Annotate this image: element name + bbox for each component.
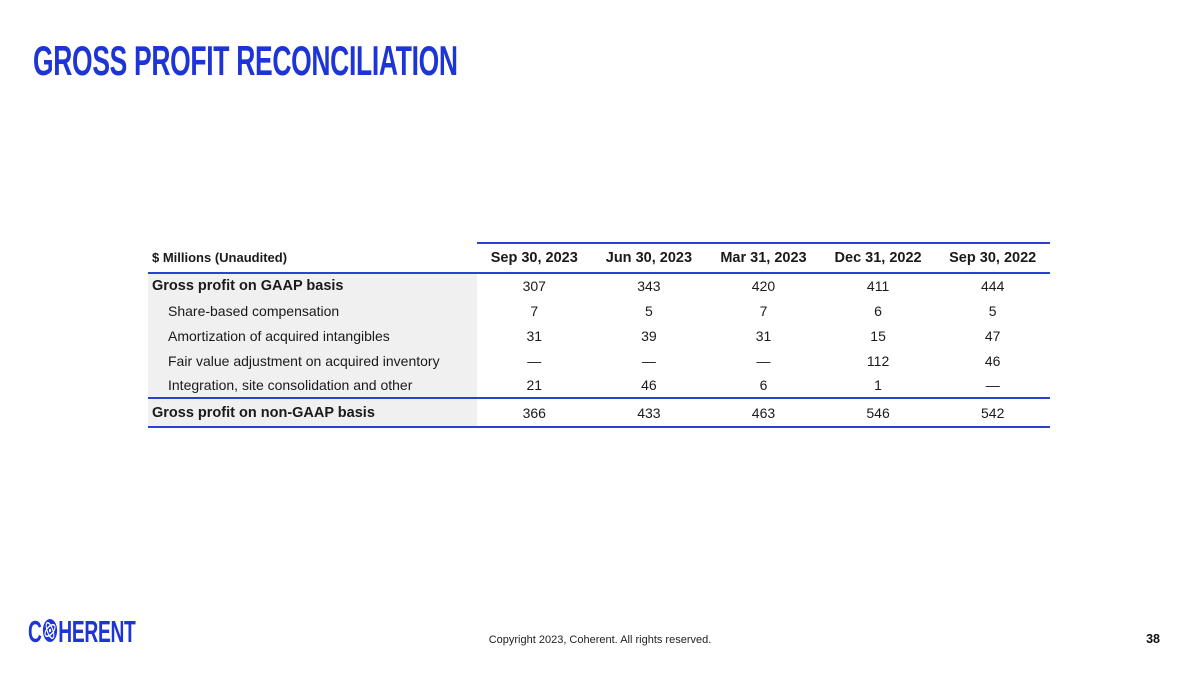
data-cell: — (527, 352, 542, 369)
logo-text-c: C (28, 614, 42, 649)
data-cell: 433 (591, 398, 707, 428)
table-row-fair-value-adjustment: Fair value adjustment on acquired invent… (148, 348, 1050, 373)
row-label: Gross profit on non-GAAP basis (148, 398, 477, 428)
row-label: Share-based compensation (148, 298, 477, 323)
row-label: Amortization of acquired intangibles (148, 323, 477, 348)
table-row-share-based-compensation: Share-based compensation 7 5 7 6 5 (148, 298, 1050, 323)
column-header-sep-30-2023: Sep 30, 2023 (477, 242, 592, 274)
data-cell: 1 (820, 373, 936, 399)
data-cell: 343 (637, 278, 661, 294)
data-cell: 31 (526, 327, 543, 344)
data-cell: 366 (477, 398, 592, 428)
table-row-non-gaap-basis: Gross profit on non-GAAP basis 366 433 4… (148, 398, 1050, 428)
atom-globe-icon (42, 617, 58, 648)
data-cell: — (935, 373, 1050, 399)
column-header-mar-31-2023: Mar 31, 2023 (706, 242, 821, 274)
data-cell: 21 (477, 373, 592, 399)
data-cell: 307 (522, 278, 546, 294)
unit-label: $ Millions (Unaudited) (148, 243, 477, 274)
data-cell: 39 (641, 327, 657, 344)
row-label: Integration, site consolidation and othe… (148, 373, 477, 399)
row-label: Gross profit on GAAP basis (148, 273, 477, 298)
data-cell: 47 (984, 327, 1001, 344)
data-cell: 7 (759, 302, 768, 319)
data-cell: 463 (706, 398, 821, 428)
data-cell: 15 (870, 327, 886, 344)
data-cell: 5 (644, 302, 653, 319)
data-cell: 112 (866, 352, 890, 369)
data-cell: 6 (706, 373, 821, 399)
data-cell: 7 (530, 302, 539, 319)
data-cell: 420 (751, 278, 776, 294)
column-header-jun-30-2023: Jun 30, 2023 (591, 242, 707, 274)
data-cell: 411 (866, 278, 890, 294)
data-cell: — (756, 352, 771, 369)
data-cell: 31 (755, 327, 772, 344)
data-cell: 46 (591, 373, 707, 399)
gross-profit-reconciliation-table: $ Millions (Unaudited) Sep 30, 2023 Jun … (148, 242, 1050, 428)
coherent-logo: C HERENT (28, 614, 136, 649)
row-label: Fair value adjustment on acquired invent… (148, 348, 477, 373)
slide-title: GROSS PROFIT RECONCILIATION (33, 37, 458, 84)
data-cell: 46 (984, 352, 1001, 369)
data-cell: 444 (981, 278, 1005, 294)
page-number: 38 (1146, 632, 1160, 646)
column-header-sep-30-2022: Sep 30, 2022 (935, 242, 1050, 274)
data-cell: 546 (820, 398, 936, 428)
copyright-text: Copyright 2023, Coherent. All rights res… (488, 634, 712, 646)
data-cell: — (641, 352, 656, 369)
table-row-integration: Integration, site consolidation and othe… (148, 373, 1050, 399)
logo-text-herent: HERENT (58, 614, 136, 649)
data-cell: 6 (874, 302, 882, 319)
column-header-dec-31-2022: Dec 31, 2022 (820, 242, 936, 274)
data-cell: 542 (935, 398, 1050, 428)
table-row-gaap-basis: Gross profit on GAAP basis 307 343 420 4… (148, 273, 1050, 298)
data-cell: 5 (988, 302, 997, 319)
table-row-amortization: Amortization of acquired intangibles 31 … (148, 323, 1050, 348)
table-header-row: $ Millions (Unaudited) Sep 30, 2023 Jun … (148, 242, 1050, 274)
